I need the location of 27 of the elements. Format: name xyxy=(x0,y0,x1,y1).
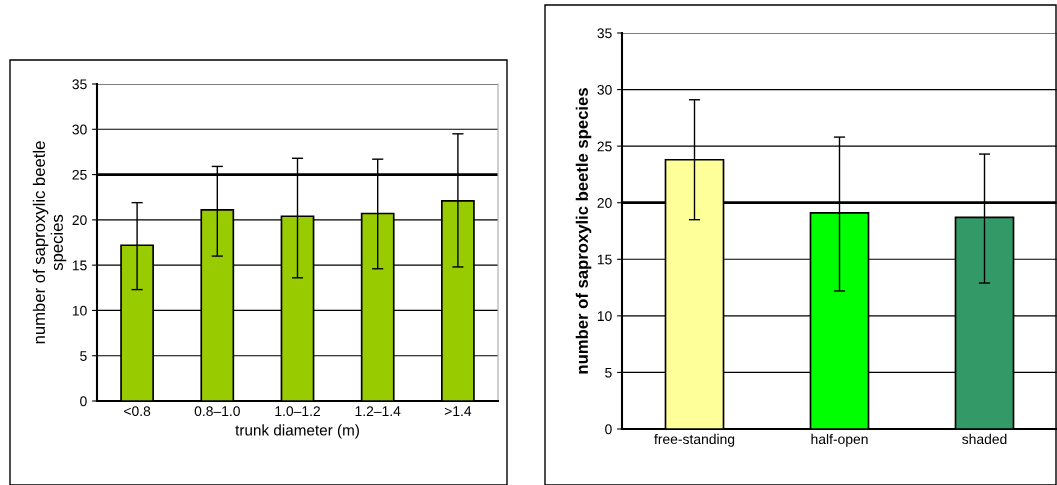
y-axis-title: number of saproxylic beetle species xyxy=(575,88,592,374)
y-tick-label: 10 xyxy=(72,305,87,316)
x-tick-label: 1.0–1.2 xyxy=(275,406,320,417)
y-tick-label: 25 xyxy=(597,141,612,152)
y-tick-label: 30 xyxy=(597,84,612,95)
y-tick-label: 30 xyxy=(72,124,87,135)
y-tick-label: 5 xyxy=(605,367,612,378)
x-tick-label: shaded xyxy=(962,433,1007,445)
y-axis-title: number of saproxylic beetle species xyxy=(32,141,67,344)
y-tick-label: 35 xyxy=(72,79,87,90)
x-tick-label: 1.2–1.4 xyxy=(355,406,401,416)
y-tick-label: 10 xyxy=(597,311,612,322)
y-tick-label: 25 xyxy=(72,169,87,180)
x-tick-label: free-standing xyxy=(654,433,735,447)
y-tick-label: 20 xyxy=(72,215,87,226)
x-tick-label: 0.8–1.0 xyxy=(194,406,240,417)
y-tick-label: 35 xyxy=(597,28,612,39)
x-axis-title: trunk diameter (m) xyxy=(235,424,359,439)
x-tick-label: <0.8 xyxy=(124,406,151,417)
y-tick-label: 15 xyxy=(597,254,612,265)
y-tick-label: 20 xyxy=(597,198,612,208)
y-tick-label: 5 xyxy=(80,351,87,361)
y-tick-label: 0 xyxy=(80,396,87,407)
x-tick-label: >1.4 xyxy=(444,406,472,416)
x-tick-label: half-open xyxy=(811,433,868,447)
y-tick-label: 0 xyxy=(605,424,612,435)
y-tick-label: 15 xyxy=(72,260,87,271)
